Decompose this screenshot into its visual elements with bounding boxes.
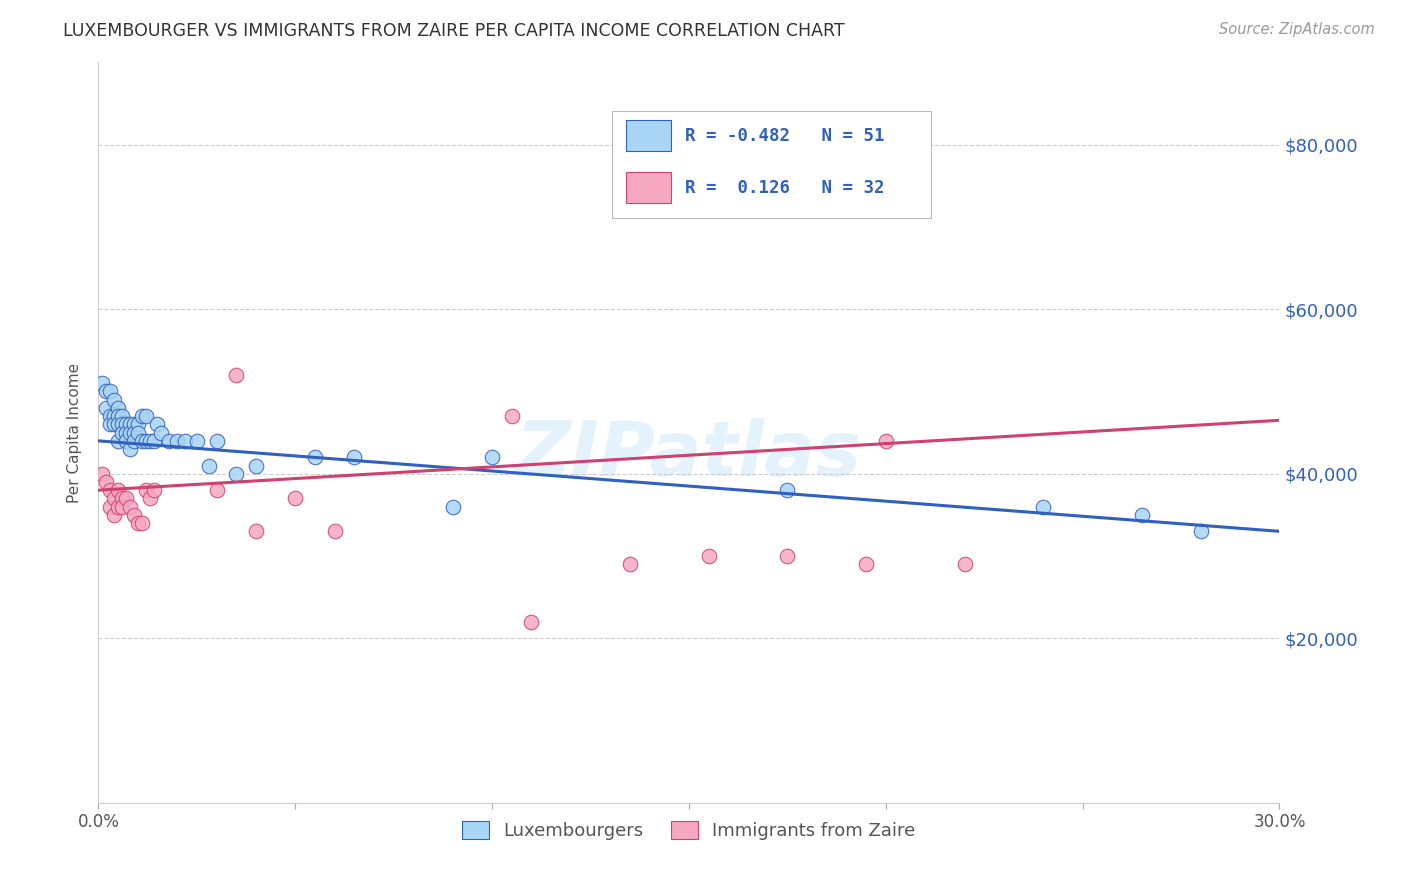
Point [91,376,114,391]
Point [304,450,326,465]
Point [131,516,153,530]
Point [1189,524,1212,539]
Point [118,425,141,440]
Point [103,409,125,424]
Point [776,483,799,498]
Point [127,425,149,440]
Point [91,467,114,481]
Legend: Luxembourgers, Immigrants from Zaire: Luxembourgers, Immigrants from Zaire [453,812,925,849]
Point [142,434,165,448]
Point [953,558,976,572]
Point [98,500,121,514]
FancyBboxPatch shape [626,172,671,203]
Point [107,409,129,424]
Point [737,162,759,177]
Point [115,417,138,432]
Point [174,434,197,448]
Point [131,434,153,448]
Point [245,458,267,473]
Point [157,434,180,448]
Point [115,491,138,506]
Point [197,458,219,473]
Point [855,558,877,572]
Point [481,450,503,465]
Point [103,508,125,522]
Point [122,425,145,440]
Point [150,425,173,440]
Point [146,417,169,432]
Point [115,425,138,440]
Point [225,467,247,481]
Point [122,417,145,432]
Point [107,434,129,448]
Point [118,500,141,514]
Point [103,392,125,407]
Point [118,417,141,432]
Point [697,549,720,563]
Point [96,384,118,399]
Point [98,384,121,399]
Point [343,450,366,465]
Point [225,368,247,382]
Point [122,434,145,448]
Point [96,475,118,489]
Point [98,409,121,424]
Text: ZIPatlas: ZIPatlas [516,417,862,491]
Text: LUXEMBOURGER VS IMMIGRANTS FROM ZAIRE PER CAPITA INCOME CORRELATION CHART: LUXEMBOURGER VS IMMIGRANTS FROM ZAIRE PE… [63,22,845,40]
Point [107,483,129,498]
Point [96,401,118,415]
Point [138,434,160,448]
Point [98,417,121,432]
Point [111,491,134,506]
Point [135,434,157,448]
Text: Source: ZipAtlas.com: Source: ZipAtlas.com [1219,22,1375,37]
Point [111,500,134,514]
Point [118,442,141,456]
Point [284,491,307,506]
Point [1130,508,1153,522]
Point [107,417,129,432]
Point [875,434,897,448]
Point [186,434,208,448]
Point [103,491,125,506]
Y-axis label: Per Capita Income: Per Capita Income [67,362,83,503]
Point [115,434,138,448]
Point [520,615,543,629]
FancyBboxPatch shape [612,111,931,218]
Point [135,409,157,424]
Point [122,508,145,522]
Point [135,483,157,498]
FancyBboxPatch shape [626,120,671,152]
Point [107,500,129,514]
Point [142,483,165,498]
Point [138,491,160,506]
Point [103,417,125,432]
Point [323,524,346,539]
Point [131,409,153,424]
Point [776,549,799,563]
Point [441,500,464,514]
Point [107,401,129,415]
Point [501,409,523,424]
Text: R =  0.126   N = 32: R = 0.126 N = 32 [685,178,884,196]
Point [98,483,121,498]
Text: R = -0.482   N = 51: R = -0.482 N = 51 [685,127,884,145]
Point [166,434,188,448]
Point [205,434,228,448]
Point [1032,500,1054,514]
Point [619,558,641,572]
Point [245,524,267,539]
Point [127,417,149,432]
Point [111,425,134,440]
Point [111,417,134,432]
Point [111,409,134,424]
Point [205,483,228,498]
Point [127,516,149,530]
